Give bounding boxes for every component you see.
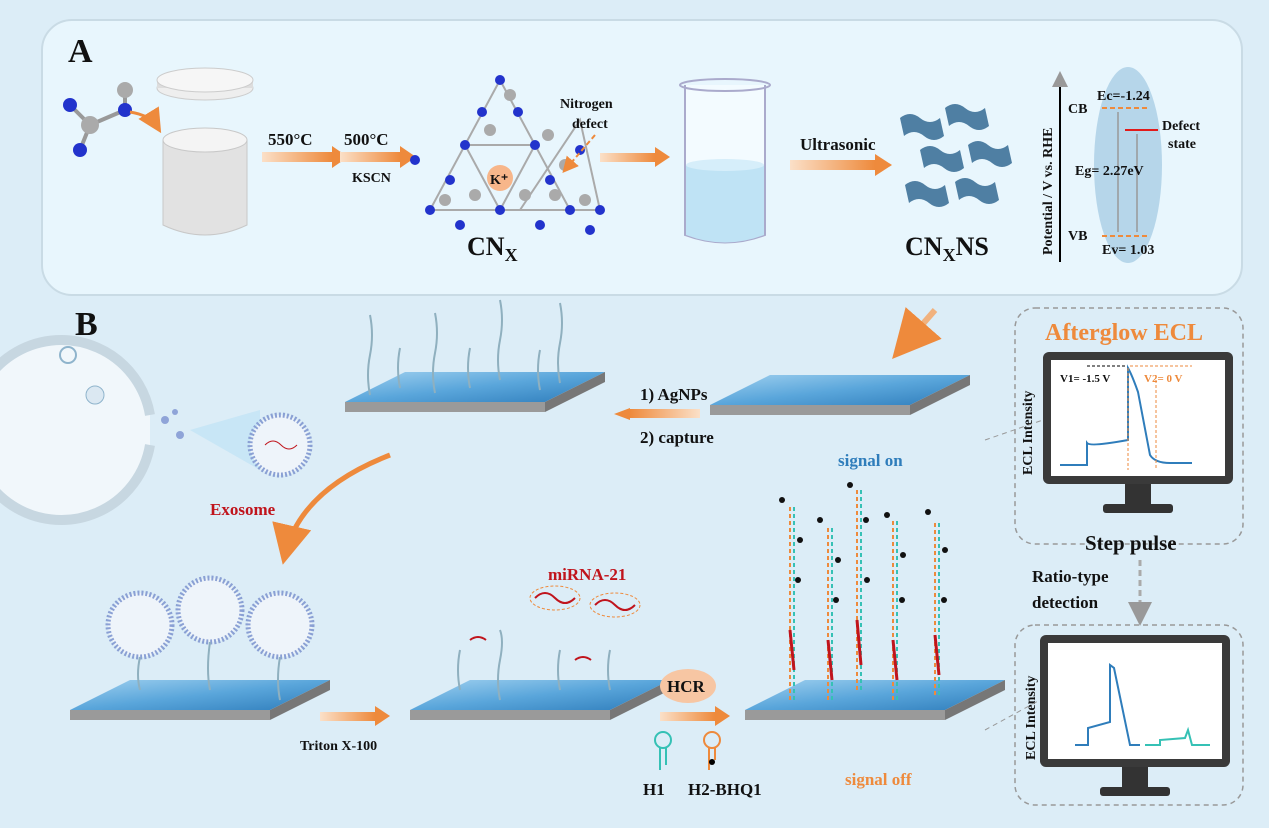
electrode-probes	[345, 372, 605, 412]
step-pulse-label: Step pulse	[1085, 531, 1177, 555]
electrode-hcr	[745, 680, 1005, 720]
temp-500: 500°C	[344, 130, 389, 149]
hcr-dna-strands	[788, 490, 941, 700]
bhq1-quenchers	[779, 482, 948, 603]
band-diagram: Potential / V vs. RHE Ec=-1.24 CB Defect…	[1041, 67, 1200, 263]
ultrasonic-label: Ultrasonic	[800, 135, 876, 154]
beaker-icon	[679, 78, 771, 244]
nanosheets-icon	[900, 104, 1012, 207]
v2-label: V2= 0 V	[1144, 373, 1183, 385]
hairpin-h1	[654, 731, 672, 770]
vb-label: VB	[1068, 229, 1087, 244]
defect-state-label-2: state	[1168, 137, 1196, 152]
arrow	[262, 152, 332, 162]
arrow	[272, 452, 391, 565]
mirna-fragments	[469, 592, 636, 661]
kscn-label: KSCN	[352, 171, 391, 186]
defect-state-label: Defect	[1162, 119, 1200, 134]
ratio-box	[1014, 624, 1244, 806]
electrode-exosome-captured	[70, 680, 330, 720]
h2-label: H2-BHQ1	[688, 780, 762, 799]
signal-off-label: signal off	[845, 770, 912, 789]
temp-550: 550°C	[268, 130, 313, 149]
v1-label: V1= -1.5 V	[1060, 373, 1110, 385]
hcr-badge	[660, 669, 716, 703]
panel-b-label: B	[75, 306, 98, 343]
ecl-axis-label-2: ECL Intensity	[1024, 676, 1039, 760]
ratio-label: Ratio-type	[1032, 567, 1109, 586]
crucible-icon	[156, 67, 254, 236]
potassium-ion	[487, 165, 513, 191]
ecl-axis-label: ECL Intensity	[1021, 391, 1036, 475]
triton-label: Triton X-100	[300, 739, 377, 754]
cell-exosome-release	[0, 335, 313, 525]
step-capture: 2) capture	[640, 428, 714, 447]
electrode-lysed	[410, 680, 670, 720]
afterglow-title: Afterglow ECL	[1045, 320, 1203, 346]
signal-on-label: signal on	[838, 451, 903, 470]
capture-probes	[367, 299, 563, 396]
step-agnps: 1) AgNPs	[640, 385, 708, 404]
ev-label: Ev= 1.03	[1102, 243, 1154, 258]
cnx-label: CNX	[467, 232, 518, 265]
h1-label: H1	[643, 780, 665, 799]
cnxns-label: CNXNS	[905, 232, 989, 265]
monitor-ratio	[1040, 635, 1230, 796]
signal-on-curve	[1075, 663, 1140, 746]
hairpin-h2	[703, 731, 721, 770]
ion-label: K⁺	[490, 173, 508, 188]
signal-off-curve	[1145, 726, 1210, 746]
afterglow-box	[1014, 307, 1244, 545]
ec-label: Ec=-1.24	[1097, 89, 1150, 104]
nitrogen-defect-label-2: defect	[572, 117, 608, 132]
cb-label: CB	[1068, 102, 1087, 117]
hcr-label: HCR	[667, 677, 706, 696]
panel-a-label: A	[68, 33, 93, 70]
eg-label: Eg= 2.27eV	[1075, 164, 1144, 179]
electrode-cnxns	[710, 375, 970, 415]
cnx-structure	[410, 75, 605, 235]
ratio-label-2: detection	[1032, 593, 1099, 612]
afterglow-curve	[1060, 364, 1192, 466]
nitrogen-defect-label: Nitrogen	[560, 97, 613, 112]
band-axis-label: Potential / V vs. RHE	[1041, 128, 1056, 255]
exosome-label: Exosome	[210, 500, 276, 519]
captured-exosomes	[105, 575, 315, 660]
mirna-label: miRNA-21	[548, 565, 626, 584]
dicyandiamide-molecule	[63, 82, 133, 157]
